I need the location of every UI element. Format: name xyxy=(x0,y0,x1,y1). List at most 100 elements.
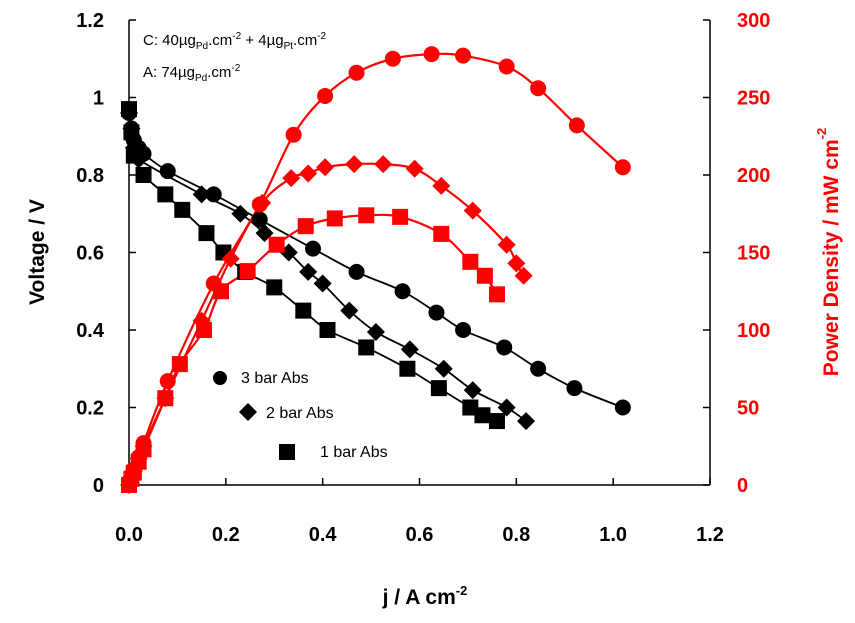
anno1-sub1: Pd xyxy=(196,41,208,52)
y-right-axis-title: Power Density / mW cm-2 xyxy=(814,128,842,376)
data-point-diamond xyxy=(192,185,211,204)
legend-marker-diamond xyxy=(239,403,257,421)
x-tick-label: 0.4 xyxy=(309,524,338,546)
legend-label-1bar: 1 bar Abs xyxy=(320,444,388,461)
data-point-circle xyxy=(251,211,268,228)
data-point-diamond xyxy=(374,155,393,174)
data-point-diamond xyxy=(313,274,332,293)
y-right-tick-label: 200 xyxy=(737,165,770,187)
data-point-circle xyxy=(285,126,302,143)
data-point-square xyxy=(212,283,229,300)
data-point-square xyxy=(399,360,416,377)
y-left-axis-title-text: Voltage / V xyxy=(26,199,49,305)
data-point-circle xyxy=(394,283,411,300)
data-point-circle xyxy=(568,117,585,134)
data-point-circle xyxy=(384,50,401,67)
ticks-layer: 0.0 0.2 0.4 0.6 0.8 1.0 1.2 0 0.2 0.4 0.6 0.8 1 1.2 0 5… xyxy=(76,10,770,546)
data-point-diamond xyxy=(432,176,451,195)
data-point-circle xyxy=(614,159,631,176)
anno1-part2: .cm xyxy=(208,32,232,49)
data-point-square xyxy=(326,210,343,227)
data-point-square xyxy=(392,208,409,225)
data-point-square xyxy=(488,286,505,303)
anno2-part1: A: 74µg xyxy=(143,64,195,81)
x-tick-label: 0.6 xyxy=(406,524,434,546)
data-point-square xyxy=(266,279,283,296)
annotation-cathode-loading: C: 40µgPd.cm-2 + 4µgPt.cm-2 xyxy=(143,31,327,52)
data-point-diamond xyxy=(282,169,301,188)
series-line-0 xyxy=(128,112,624,409)
y-left-tick-label: 0.8 xyxy=(76,165,104,187)
x-tick-label: 0.2 xyxy=(212,524,240,546)
data-point-diamond xyxy=(517,412,536,431)
data-point-diamond xyxy=(514,266,533,285)
anno1-sub2: Pt xyxy=(284,41,294,52)
x-tick-label: 1.0 xyxy=(599,524,627,546)
series-line-3 xyxy=(127,52,624,486)
data-point-square xyxy=(171,356,188,373)
data-point-square xyxy=(358,207,375,224)
legend-label-3bar: 3 bar Abs xyxy=(241,370,309,387)
x-axis-title-sup: -2 xyxy=(456,583,468,598)
data-point-diamond xyxy=(345,155,364,174)
data-point-diamond xyxy=(253,193,272,212)
data-point-square xyxy=(319,322,336,338)
anno2-sub1: Pd xyxy=(195,73,207,84)
anno1-part3: + 4µg xyxy=(241,32,283,49)
anno2-part2: .cm xyxy=(207,64,231,81)
data-point-diamond xyxy=(340,301,359,320)
data-point-circle xyxy=(530,80,547,97)
data-point-square xyxy=(474,407,491,424)
data-point-square xyxy=(135,167,152,183)
y-left-tick-label: 1.2 xyxy=(76,10,104,32)
data-point-square xyxy=(358,339,375,356)
data-point-circle xyxy=(348,263,365,280)
data-point-diamond xyxy=(497,398,516,417)
data-point-square xyxy=(198,225,215,242)
anno2-sup1: -2 xyxy=(231,63,240,74)
series-markers-layer xyxy=(120,46,631,494)
data-point-square xyxy=(297,218,314,235)
data-point-square xyxy=(295,302,312,319)
data-point-diamond xyxy=(507,254,526,273)
data-point-square xyxy=(130,453,147,470)
series-lines-layer xyxy=(127,52,624,486)
data-point-circle xyxy=(455,322,472,338)
data-point-diamond xyxy=(366,322,385,341)
data-point-circle xyxy=(455,47,472,64)
y-left-tick-label: 0.6 xyxy=(76,243,104,265)
data-point-square xyxy=(135,441,152,458)
x-tick-label: 0.8 xyxy=(502,524,530,546)
data-point-square xyxy=(476,267,493,284)
y-right-tick-label: 150 xyxy=(737,243,770,265)
y-left-tick-label: 0 xyxy=(93,475,104,497)
x-axis-title-text: j / A cm xyxy=(382,586,456,609)
data-point-square xyxy=(239,263,256,280)
data-point-circle xyxy=(317,87,334,104)
x-axis-title: j / A cm-2 xyxy=(382,583,468,609)
data-point-circle xyxy=(205,186,222,203)
x-tick-label: 0.0 xyxy=(115,524,143,546)
annotation-anode-loading: A: 74µgPd.cm-2 xyxy=(143,63,241,84)
data-point-diamond xyxy=(231,204,250,223)
legend: 3 bar Abs 2 bar Abs 1 bar Abs xyxy=(213,370,388,461)
data-point-square xyxy=(174,201,191,218)
anno1-sup1: -2 xyxy=(232,31,241,42)
data-point-square xyxy=(430,380,447,397)
y-right-tick-label: 300 xyxy=(737,10,770,32)
y-left-tick-label: 0.4 xyxy=(76,320,105,342)
y-right-axis-title-text: Power Density / mW cm xyxy=(820,139,843,376)
data-point-diamond xyxy=(405,159,424,178)
y-right-tick-label: 250 xyxy=(737,88,770,110)
data-point-square xyxy=(488,413,505,430)
anno1-part4: .cm xyxy=(293,32,317,49)
data-point-circle xyxy=(530,360,547,377)
data-point-circle xyxy=(566,380,583,397)
y-right-tick-label: 50 xyxy=(737,398,759,420)
y-right-tick-label: 100 xyxy=(737,320,770,342)
data-point-square xyxy=(433,225,450,242)
data-point-diamond xyxy=(299,164,318,183)
data-point-circle xyxy=(498,58,515,75)
data-point-square xyxy=(123,124,140,141)
